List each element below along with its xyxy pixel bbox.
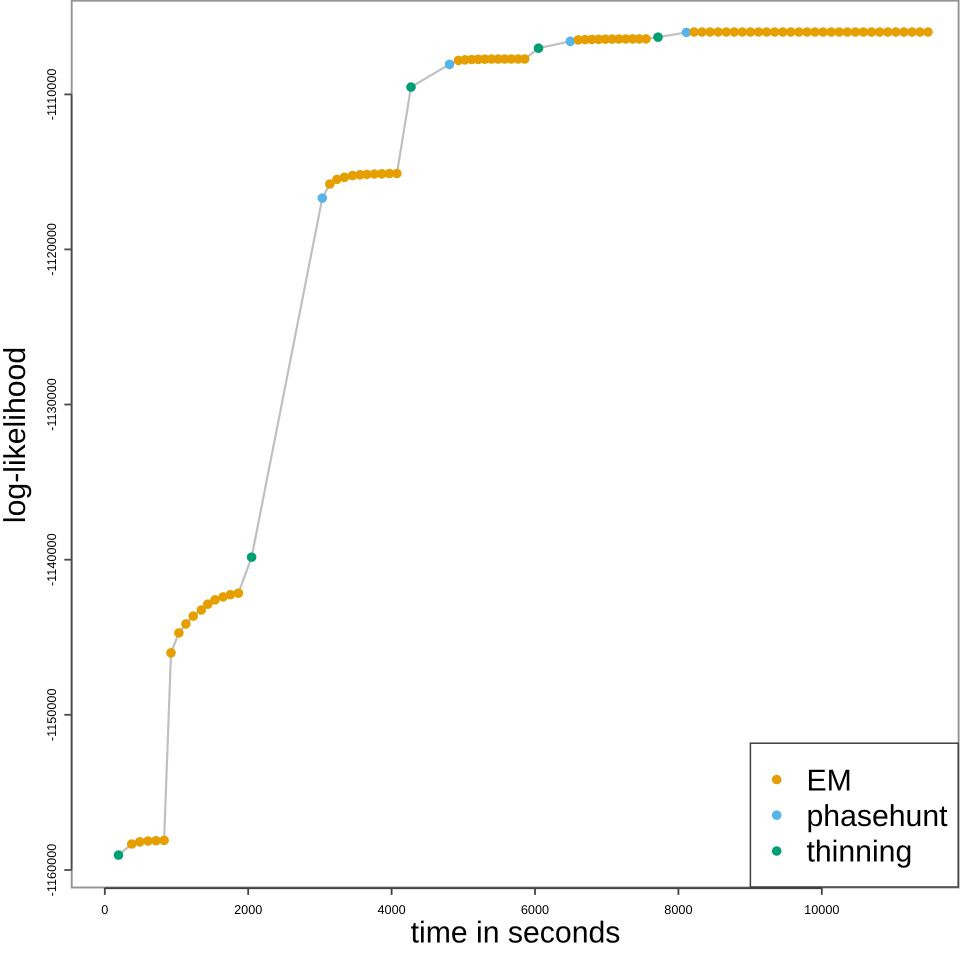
svg-text:0: 0 [101,903,108,917]
svg-text:thinning: thinning [807,836,913,869]
svg-text:4000: 4000 [377,903,405,917]
svg-text:phasehunt: phasehunt [807,800,949,833]
svg-text:-1160000: -1160000 [45,844,59,897]
svg-text:10000: 10000 [804,903,839,917]
svg-text:-1140000: -1140000 [45,533,59,586]
svg-text:-1130000: -1130000 [45,378,59,431]
svg-text:2000: 2000 [234,903,262,917]
svg-text:log-likelihood: log-likelihood [0,347,32,523]
svg-text:EM: EM [807,764,852,797]
svg-text:8000: 8000 [664,903,692,917]
svg-text:-1110000: -1110000 [45,69,59,121]
svg-text:-1120000: -1120000 [45,223,59,276]
svg-text:-1150000: -1150000 [45,688,59,741]
svg-text:6000: 6000 [521,903,549,917]
svg-text:time in seconds: time in seconds [411,916,621,949]
